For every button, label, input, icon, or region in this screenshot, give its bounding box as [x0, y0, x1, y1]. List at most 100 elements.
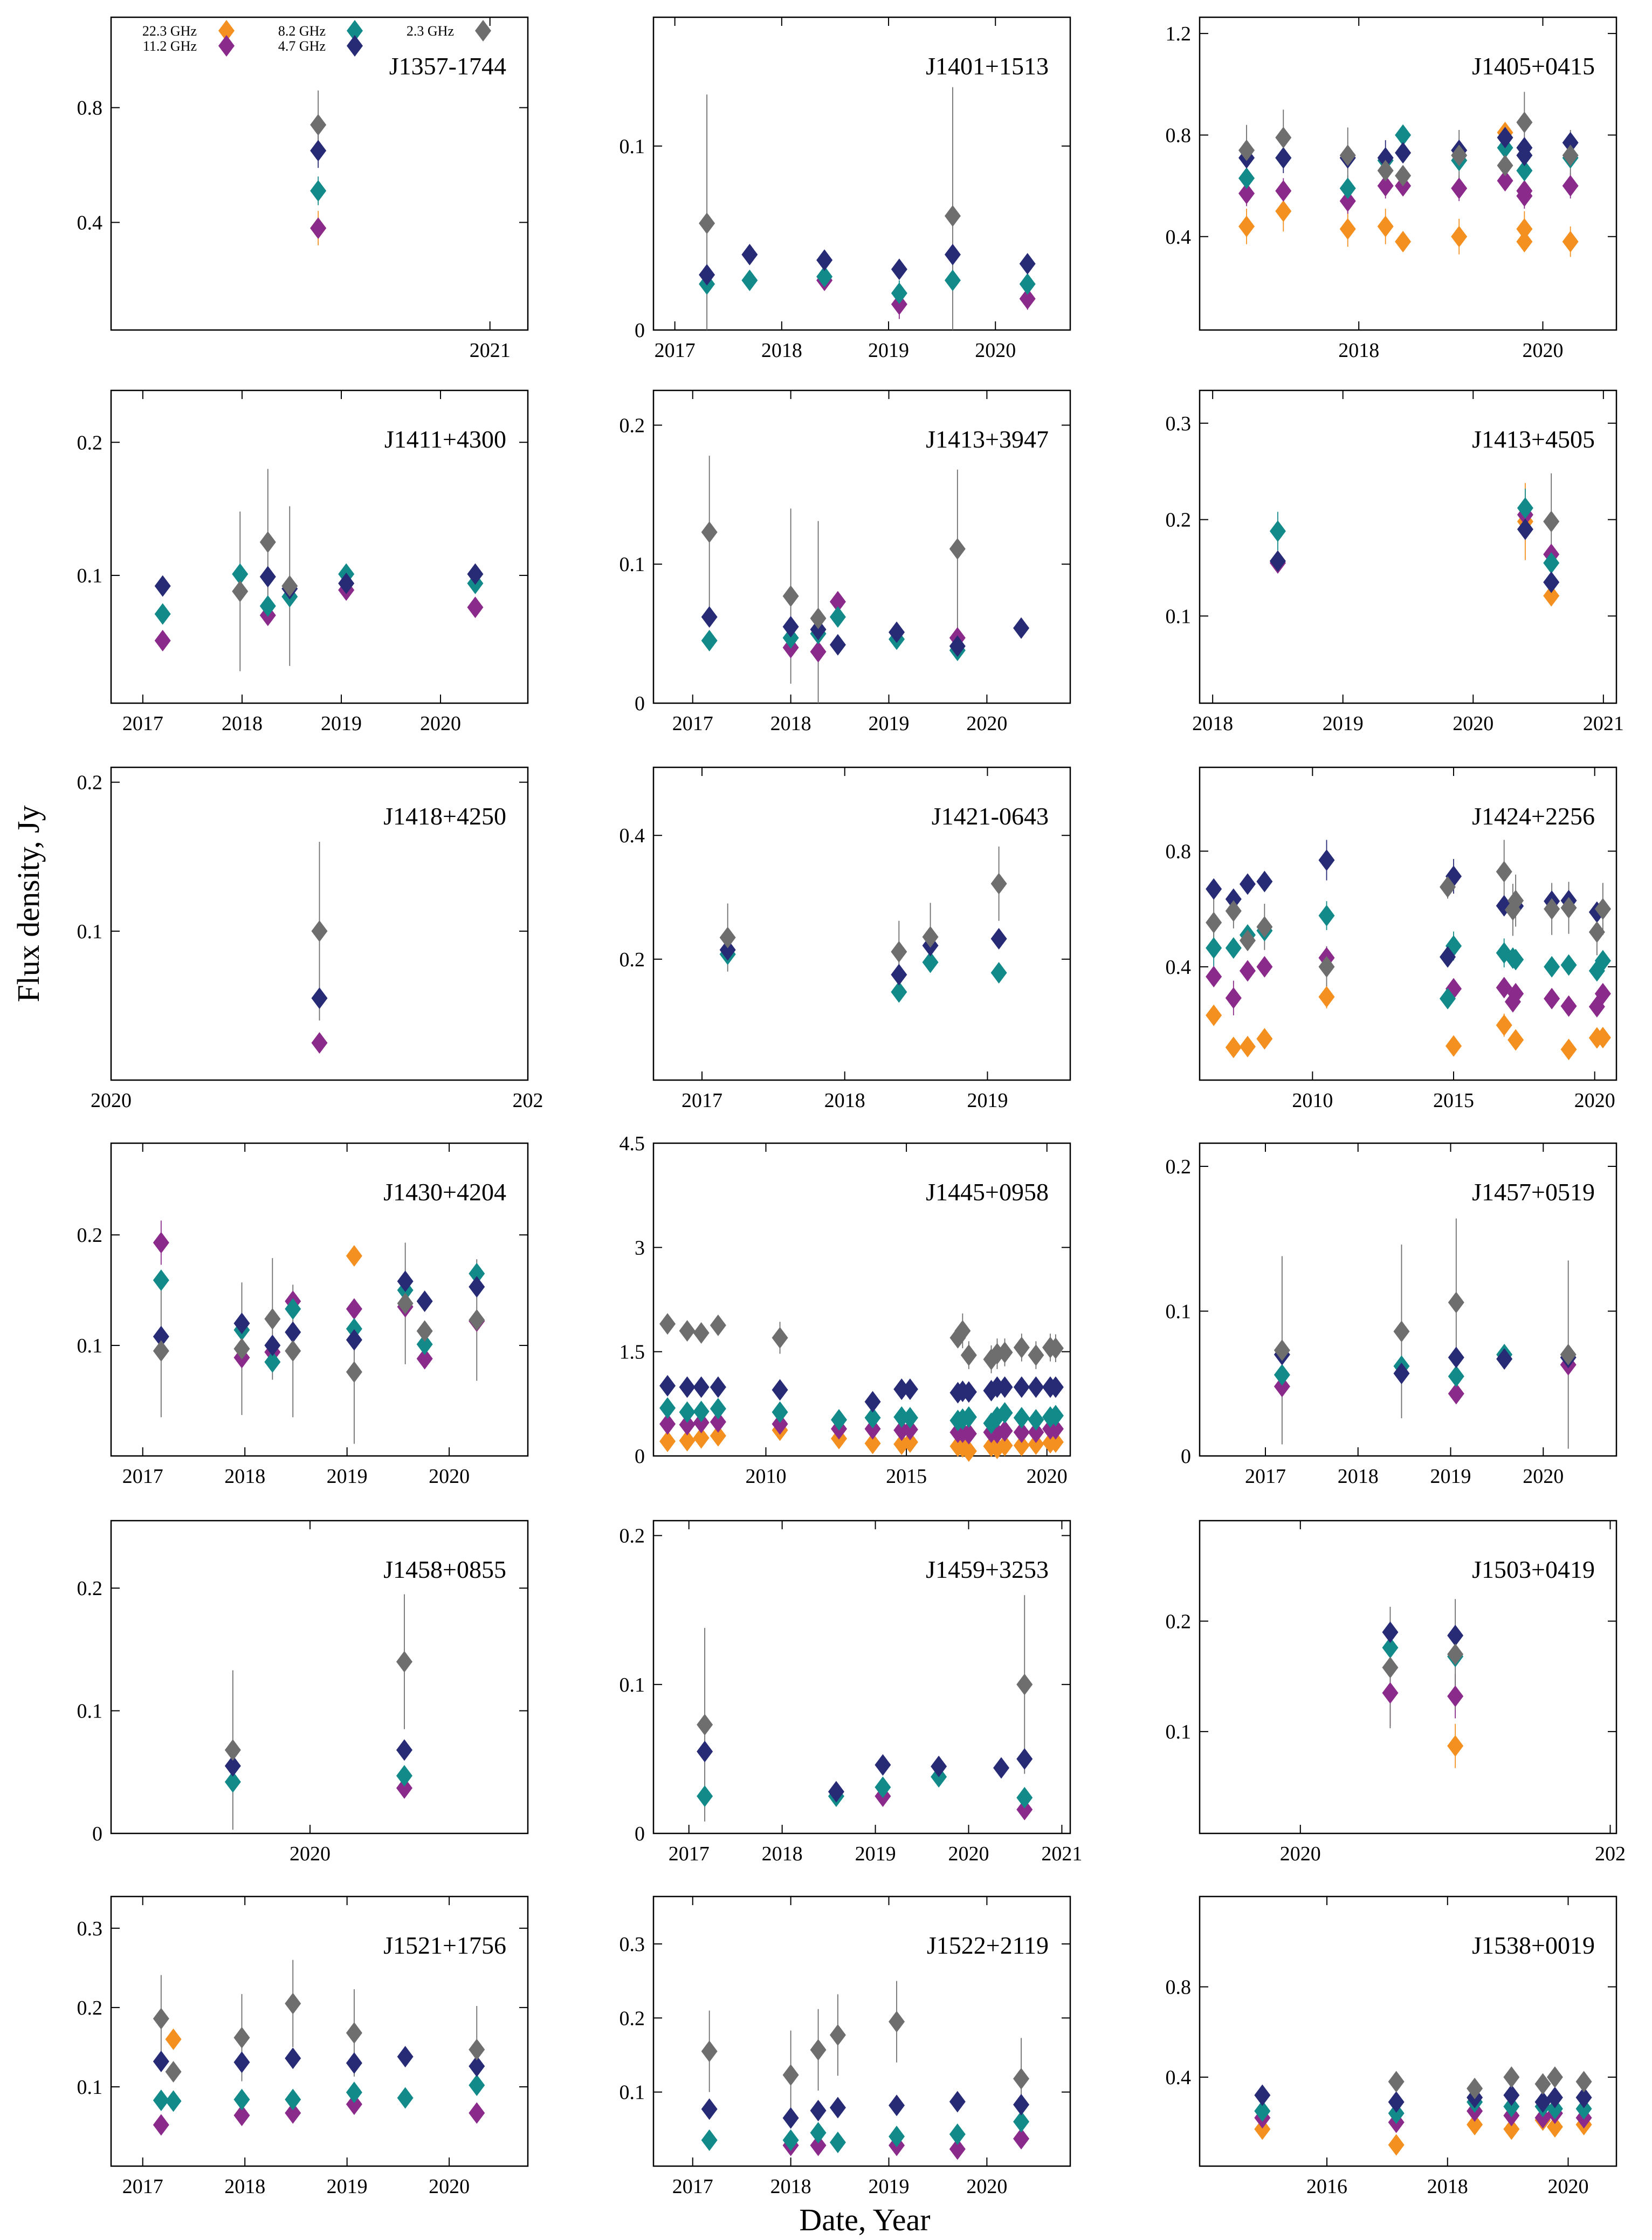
data-point-g8 [1028, 1408, 1044, 1431]
data-point-g8 [891, 981, 907, 1003]
data-point-g4 [816, 249, 833, 271]
data-point-g4 [224, 1755, 241, 1777]
data-point-g4 [659, 1375, 676, 1397]
data-point-g8 [1546, 2098, 1563, 2120]
data-point-g8 [944, 269, 961, 291]
data-point-g2 [1496, 861, 1512, 883]
data-point-g2 [285, 1340, 301, 1362]
y-tick-label: 0.8 [1166, 1976, 1192, 1999]
data-point-g4 [1382, 1621, 1399, 1643]
data-point-g8 [701, 630, 718, 651]
y-tick-label: 0.1 [620, 553, 645, 576]
y-tick-label: 0.2 [77, 772, 103, 794]
panel-title: J1418+4250 [383, 802, 506, 830]
data-point-g2 [1206, 911, 1222, 933]
y-tick-label: 0 [92, 1823, 102, 1845]
data-point-g8 [1339, 177, 1356, 200]
data-point-g11 [1238, 182, 1255, 204]
data-point-g8 [996, 1402, 1013, 1424]
data-point-g4 [416, 1290, 433, 1313]
data-point-g2 [1543, 511, 1560, 533]
data-point-g4 [697, 1741, 713, 1763]
data-point-g4 [1395, 142, 1412, 164]
data-point-g11 [1239, 960, 1256, 982]
data-point-g2 [960, 1344, 977, 1366]
plot-frame [652, 1895, 1071, 2167]
data-point-g8 [949, 2123, 966, 2145]
data-point-g8 [901, 1407, 918, 1429]
plot-frame [652, 16, 1071, 331]
data-point-g2 [1238, 139, 1255, 161]
data-point-g2 [233, 1338, 250, 1360]
data-point-g4 [1562, 132, 1579, 154]
panel-title: J1503+0419 [1472, 1556, 1595, 1583]
plot-frame [110, 1142, 529, 1457]
data-point-g8 [1047, 1405, 1064, 1427]
data-point-g2 [679, 1320, 696, 1342]
data-point-g4 [1028, 1376, 1044, 1398]
data-point-g11 [1274, 1376, 1290, 1398]
data-point-g4 [310, 140, 327, 162]
panel-title: J1522+2119 [927, 1932, 1049, 1959]
data-point-g2 [165, 2061, 182, 2083]
y-tick-label: 0.2 [1166, 1610, 1192, 1633]
data-point-g4 [679, 1376, 696, 1398]
x-tick-label: 2019 [327, 1465, 368, 1488]
data-point-g4 [828, 1781, 844, 1803]
data-point-g11 [396, 1777, 412, 1799]
data-point-g8 [264, 1351, 281, 1373]
data-point-g4 [1516, 145, 1533, 167]
data-point-g8 [1269, 520, 1286, 542]
data-point-g8 [864, 1407, 881, 1429]
plot-frame [110, 1520, 529, 1834]
x-tick-label: 2021 [470, 339, 511, 362]
data-point-g4 [701, 2098, 718, 2120]
data-point-g11 [1256, 956, 1273, 978]
data-point-g8 [154, 603, 171, 625]
data-point-g4 [699, 264, 715, 286]
data-point-g4 [233, 1313, 250, 1335]
data-point-g2 [281, 575, 298, 597]
x-tick-label: 2017 [122, 2175, 163, 2198]
data-point-g8 [396, 1765, 412, 1787]
data-point-g11 [1382, 1682, 1399, 1704]
data-point-g4 [1543, 571, 1560, 593]
panel-title: J1405+0415 [1472, 52, 1595, 80]
y-tick-label: 0.2 [620, 414, 645, 437]
y-tick-label: 0.8 [1166, 840, 1192, 863]
data-point-g4 [1016, 1748, 1033, 1770]
legend-label: 11.2 GHz [143, 38, 197, 54]
data-point-g8 [960, 1406, 977, 1428]
panel-j1458+0855: 2020 0 0.1 0.2 J1458+0855 [77, 1520, 529, 1865]
data-point-g4 [397, 1270, 414, 1293]
legend-label: 22.3 GHz [142, 23, 197, 39]
data-point-g4 [901, 1378, 918, 1400]
data-point-g11 [1560, 995, 1577, 1017]
data-point-g4 [338, 572, 355, 594]
data-point-g4 [346, 1329, 362, 1351]
y-tick-label: 0.2 [77, 431, 103, 454]
x-tick-label: 2010 [1292, 1089, 1333, 1112]
data-point-g22 [996, 1434, 1013, 1456]
data-point-g8 [1238, 167, 1255, 189]
data-point-g2 [259, 531, 276, 553]
data-point-g2 [782, 2064, 799, 2086]
data-point-g2 [1503, 2066, 1520, 2088]
data-point-g2 [954, 1320, 971, 1342]
y-tick-label: 0 [635, 319, 645, 342]
y-tick-label: 0 [635, 692, 645, 715]
data-point-g2 [710, 1314, 726, 1336]
x-tick-label: 2019 [855, 1843, 896, 1865]
data-point-g11 [1013, 2128, 1030, 2150]
data-point-g4 [259, 566, 276, 588]
data-point-g8 [397, 2087, 414, 2109]
y-tick-label: 0.4 [620, 824, 645, 847]
data-point-g11 [1206, 966, 1222, 988]
data-point-g4 [829, 634, 846, 656]
data-point-g2 [996, 1341, 1013, 1363]
data-point-g8 [1016, 1786, 1033, 1809]
data-point-g8 [346, 2081, 362, 2104]
panel-j1521+1756: 2017 2018 2019 2020 0.1 0.2 0.3 J1521+1756 [77, 1895, 529, 2198]
data-point-g22 [693, 1427, 710, 1449]
data-point-g22 [1339, 218, 1356, 240]
